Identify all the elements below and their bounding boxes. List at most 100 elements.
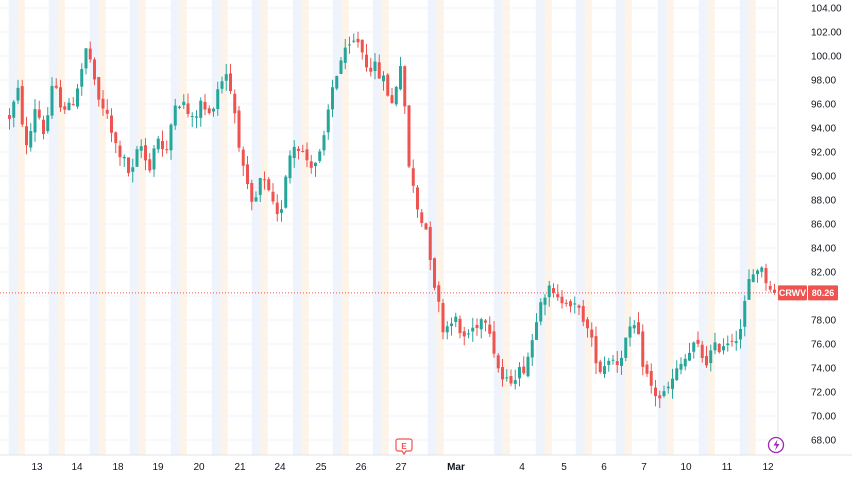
candle-body bbox=[386, 74, 390, 96]
candle bbox=[679, 357, 683, 375]
candle-body bbox=[63, 106, 67, 110]
x-tick-label: 20 bbox=[193, 462, 205, 473]
candle bbox=[420, 208, 424, 228]
candle bbox=[246, 155, 249, 190]
candle-body bbox=[501, 367, 504, 380]
candle-body bbox=[76, 88, 79, 107]
candle bbox=[450, 317, 453, 336]
candle-body bbox=[144, 145, 147, 161]
candle bbox=[416, 185, 419, 218]
candle-body bbox=[169, 124, 173, 151]
candle bbox=[182, 94, 186, 109]
postmarket-session-4 bbox=[179, 0, 187, 455]
candle-body bbox=[543, 297, 547, 305]
candle bbox=[254, 191, 258, 203]
candle-body bbox=[713, 342, 717, 351]
candle bbox=[305, 142, 309, 167]
candle-body bbox=[496, 355, 500, 369]
candle-body bbox=[577, 305, 581, 308]
candle bbox=[496, 353, 500, 373]
candle-body bbox=[356, 38, 360, 43]
candle-body bbox=[284, 176, 288, 208]
candle-body bbox=[29, 131, 33, 148]
premarket-session-13 bbox=[575, 0, 585, 455]
candle bbox=[152, 144, 156, 177]
candle bbox=[339, 56, 343, 75]
candle-body bbox=[152, 148, 156, 170]
candle bbox=[705, 345, 708, 368]
candle bbox=[93, 57, 96, 86]
x-tick-label: 19 bbox=[152, 462, 164, 473]
candle-body bbox=[441, 302, 445, 333]
candle-body bbox=[709, 350, 713, 364]
candle-body bbox=[122, 156, 126, 159]
candle bbox=[632, 320, 636, 334]
candle-body bbox=[475, 324, 479, 329]
candle bbox=[356, 31, 360, 48]
candle bbox=[424, 222, 428, 230]
price-axis[interactable]: 68.0070.0072.0074.0076.0078.0080.0082.00… bbox=[811, 4, 842, 447]
candle bbox=[148, 153, 152, 173]
candle bbox=[101, 90, 105, 116]
candle-body bbox=[428, 227, 432, 261]
premarket-session-15 bbox=[657, 0, 667, 455]
postmarket-session-9 bbox=[381, 0, 389, 455]
y-tick-label: 100.00 bbox=[811, 52, 842, 63]
candle-body bbox=[25, 126, 28, 146]
y-tick-label: 86.00 bbox=[811, 220, 836, 231]
candle bbox=[318, 148, 322, 164]
earnings-marker[interactable]: E bbox=[395, 438, 413, 456]
y-tick-label: 76.00 bbox=[811, 340, 836, 351]
candle bbox=[54, 78, 58, 90]
candle bbox=[382, 71, 385, 91]
candle bbox=[131, 158, 135, 183]
premarket-session-8 bbox=[332, 0, 342, 455]
y-tick-label: 92.00 bbox=[811, 148, 836, 159]
candle-body bbox=[484, 320, 487, 323]
candle-body bbox=[624, 337, 628, 358]
candle bbox=[683, 354, 687, 371]
candle-body bbox=[420, 212, 424, 223]
y-tick-label: 94.00 bbox=[811, 124, 836, 135]
candle-body bbox=[564, 302, 568, 304]
candle bbox=[628, 316, 632, 347]
candle bbox=[700, 340, 704, 363]
candle-body bbox=[471, 327, 475, 332]
candle bbox=[539, 298, 543, 326]
time-axis[interactable]: 13 14 18 19 20 21 24 25 26 27 Mar 4 5 6 7 10 11 12 bbox=[31, 462, 774, 473]
candle-body bbox=[254, 197, 258, 202]
x-tick-label: 18 bbox=[112, 462, 124, 473]
candle bbox=[607, 357, 611, 372]
candle-body bbox=[594, 336, 598, 364]
candle-body bbox=[352, 40, 356, 42]
candle-body bbox=[768, 286, 772, 290]
earnings-marker-label: E bbox=[401, 442, 407, 451]
dividend-event-icon[interactable] bbox=[767, 436, 785, 454]
candle-body bbox=[127, 157, 130, 174]
candle-body bbox=[632, 325, 636, 329]
candle-body bbox=[275, 202, 279, 215]
candle-body bbox=[450, 323, 453, 327]
y-tick-label: 74.00 bbox=[811, 364, 836, 375]
candle bbox=[263, 171, 266, 190]
candle bbox=[241, 146, 245, 177]
candle bbox=[377, 54, 381, 80]
candle bbox=[59, 79, 62, 112]
premarket-session-14 bbox=[615, 0, 625, 455]
candle bbox=[739, 319, 742, 349]
candle-body bbox=[590, 329, 594, 338]
candle bbox=[475, 318, 479, 336]
candle-body bbox=[645, 364, 649, 374]
candle-body bbox=[305, 149, 309, 161]
candle bbox=[335, 75, 339, 91]
candle bbox=[229, 63, 232, 94]
candle-body bbox=[467, 333, 470, 335]
candle bbox=[403, 65, 407, 115]
candle bbox=[122, 154, 126, 168]
candle bbox=[598, 359, 602, 374]
candle-body bbox=[173, 105, 177, 126]
candle bbox=[764, 263, 768, 291]
candle-body bbox=[462, 331, 466, 337]
x-tick-label: 25 bbox=[315, 462, 327, 473]
